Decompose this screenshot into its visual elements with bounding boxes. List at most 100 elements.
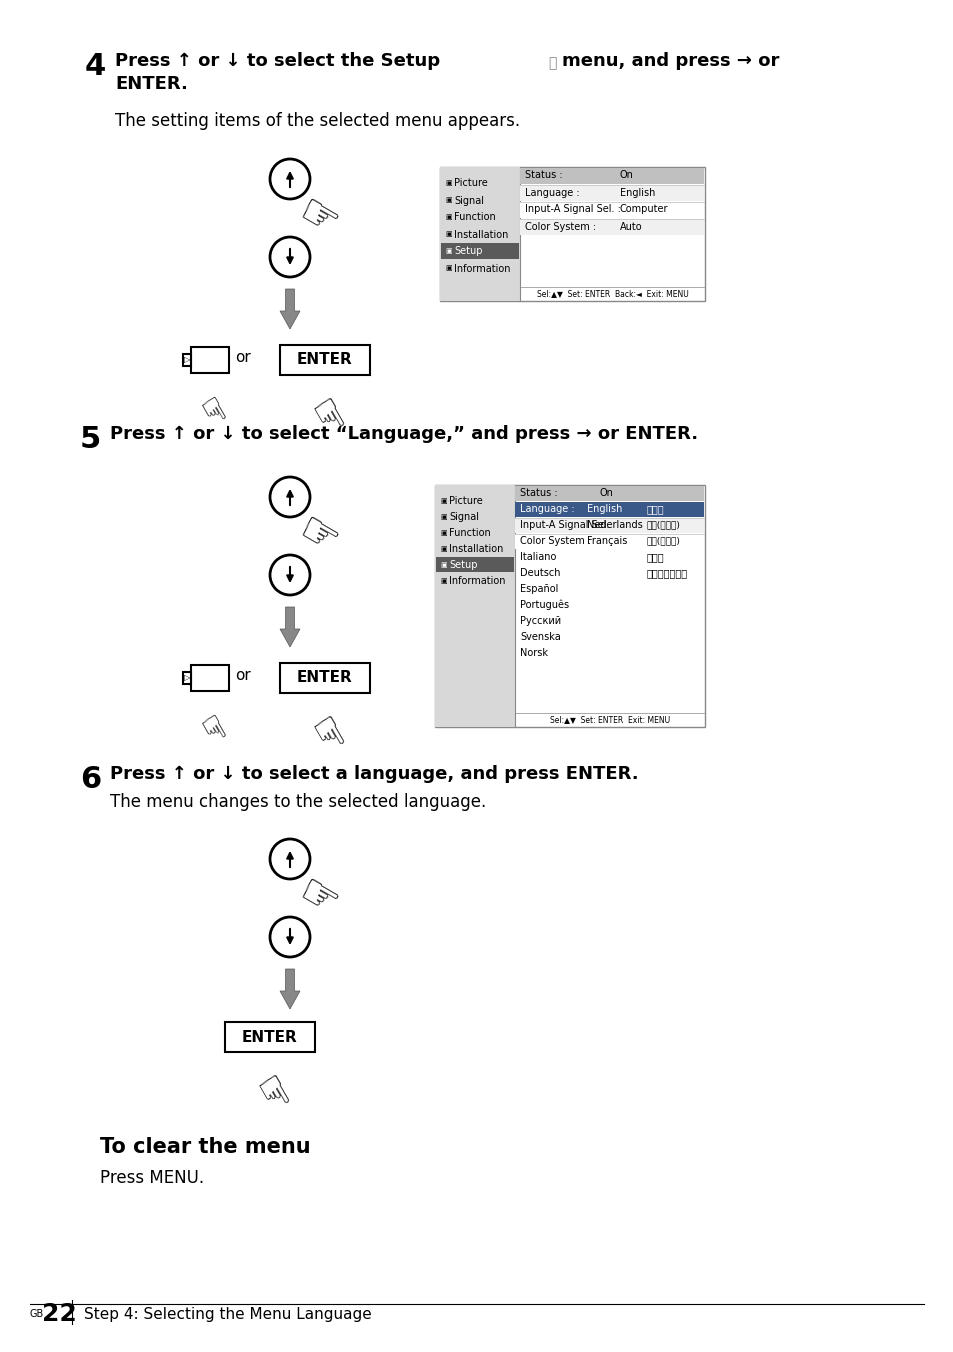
Polygon shape [280, 607, 299, 648]
Bar [436, 557, 514, 572]
Text: Step 4: Selecting the Menu Language: Step 4: Selecting the Menu Language [84, 1306, 372, 1321]
Text: ☞: ☞ [297, 710, 353, 764]
Bar [515, 485, 703, 502]
Text: Picture: Picture [449, 496, 482, 506]
Text: ▣: ▣ [444, 197, 451, 204]
Bar [519, 201, 703, 218]
Text: Français: Français [586, 535, 627, 546]
Text: ENTER.: ENTER. [115, 74, 188, 93]
Text: Svenska: Svenska [519, 631, 560, 642]
Bar [183, 354, 191, 366]
Text: ▣: ▣ [444, 249, 451, 254]
Text: ▣: ▣ [444, 181, 451, 187]
Text: Installation: Installation [449, 544, 503, 554]
Text: Press ↑ or ↓ to select a language, and press ENTER.: Press ↑ or ↓ to select a language, and p… [110, 765, 638, 783]
Text: 4: 4 [85, 51, 106, 81]
Bar [280, 345, 370, 375]
Text: Nederlands: Nederlands [586, 521, 642, 530]
Text: Language :: Language : [524, 188, 579, 197]
Text: Setup: Setup [449, 560, 477, 571]
Bar [519, 185, 703, 201]
Bar [435, 485, 515, 727]
Text: ☞: ☞ [297, 392, 353, 445]
Text: Auto: Auto [619, 222, 642, 231]
Text: menu, and press → or: menu, and press → or [561, 51, 779, 70]
Text: Português: Português [519, 600, 569, 610]
Text: Color System :: Color System : [524, 222, 596, 231]
Text: 日本語: 日本語 [646, 504, 664, 514]
Text: ENTER: ENTER [296, 671, 353, 685]
Text: ภาษาไทย: ภาษาไทย [646, 568, 687, 579]
Text: 6: 6 [80, 765, 101, 794]
Text: ☞: ☞ [290, 871, 346, 927]
Text: Press ↑ or ↓ to select the Setup: Press ↑ or ↓ to select the Setup [115, 51, 439, 70]
Polygon shape [280, 289, 299, 329]
Bar [183, 672, 191, 684]
Text: ☞: ☞ [188, 710, 232, 752]
Text: 中文(簡體字): 中文(簡體字) [646, 537, 680, 545]
Text: Signal: Signal [454, 196, 483, 206]
Text: Language :: Language : [519, 504, 574, 514]
Text: Status :: Status : [519, 488, 558, 498]
Text: Signal: Signal [449, 512, 478, 522]
Text: ▣: ▣ [439, 498, 446, 504]
Text: Function: Function [449, 529, 490, 538]
Text: ENTER: ENTER [242, 1029, 297, 1045]
Text: ▷: ▷ [184, 356, 190, 365]
Text: ▣: ▣ [439, 530, 446, 535]
Text: Press MENU.: Press MENU. [100, 1169, 204, 1187]
Text: Italiano: Italiano [519, 552, 556, 562]
Bar [515, 502, 703, 516]
Text: 22: 22 [42, 1302, 76, 1326]
Text: ⛲: ⛲ [547, 55, 556, 70]
Text: Deutsch: Deutsch [519, 568, 560, 579]
Bar [515, 534, 703, 549]
Text: 5: 5 [80, 425, 101, 454]
Text: Information: Information [449, 576, 505, 585]
Text: Norsk: Norsk [519, 648, 547, 658]
Polygon shape [280, 969, 299, 1009]
Text: ☞: ☞ [290, 191, 346, 247]
Text: ▣: ▣ [439, 546, 446, 552]
Text: 한국어: 한국어 [646, 552, 664, 562]
Text: ▣: ▣ [444, 265, 451, 272]
Text: The setting items of the selected menu appears.: The setting items of the selected menu a… [115, 112, 519, 130]
Text: or: or [234, 668, 251, 684]
Bar [225, 1022, 314, 1052]
Text: To clear the menu: To clear the menu [100, 1137, 311, 1157]
Text: Sel:▲▼  Set: ENTER  Back:◄  Exit: MENU: Sel:▲▼ Set: ENTER Back:◄ Exit: MENU [536, 289, 688, 299]
Text: Status :: Status : [524, 170, 562, 181]
Bar [191, 665, 229, 691]
Text: or: or [234, 350, 251, 365]
Text: Sel:▲▼  Set: ENTER  Exit: MENU: Sel:▲▼ Set: ENTER Exit: MENU [549, 715, 669, 725]
Bar [440, 243, 518, 260]
Text: Color System :: Color System : [519, 535, 591, 546]
Text: ▣: ▣ [444, 215, 451, 220]
Bar [515, 518, 703, 533]
Bar [519, 168, 703, 184]
Bar [280, 662, 370, 694]
Bar [439, 168, 704, 301]
Bar [435, 485, 704, 727]
Text: Installation: Installation [454, 230, 508, 239]
Text: Input-A Signal Sel. :: Input-A Signal Sel. : [524, 204, 620, 215]
Bar [439, 168, 519, 301]
Text: Setup: Setup [454, 246, 482, 257]
Text: On: On [599, 488, 613, 498]
Bar [191, 347, 229, 373]
Text: ☞: ☞ [188, 392, 232, 434]
Text: ▣: ▣ [439, 579, 446, 584]
Text: Picture: Picture [454, 178, 487, 188]
Bar [519, 219, 703, 235]
Text: ☞: ☞ [290, 508, 346, 565]
Text: GB: GB [30, 1309, 44, 1320]
Text: Input-A Signal Sel.: Input-A Signal Sel. [519, 521, 609, 530]
Text: Function: Function [454, 212, 496, 223]
Text: English: English [619, 188, 655, 197]
Text: English: English [586, 504, 621, 514]
Text: ENTER: ENTER [296, 353, 353, 368]
Text: The menu changes to the selected language.: The menu changes to the selected languag… [110, 794, 486, 811]
Text: ▣: ▣ [444, 231, 451, 238]
Text: ☞: ☞ [242, 1069, 297, 1122]
Text: ▷: ▷ [184, 673, 190, 683]
